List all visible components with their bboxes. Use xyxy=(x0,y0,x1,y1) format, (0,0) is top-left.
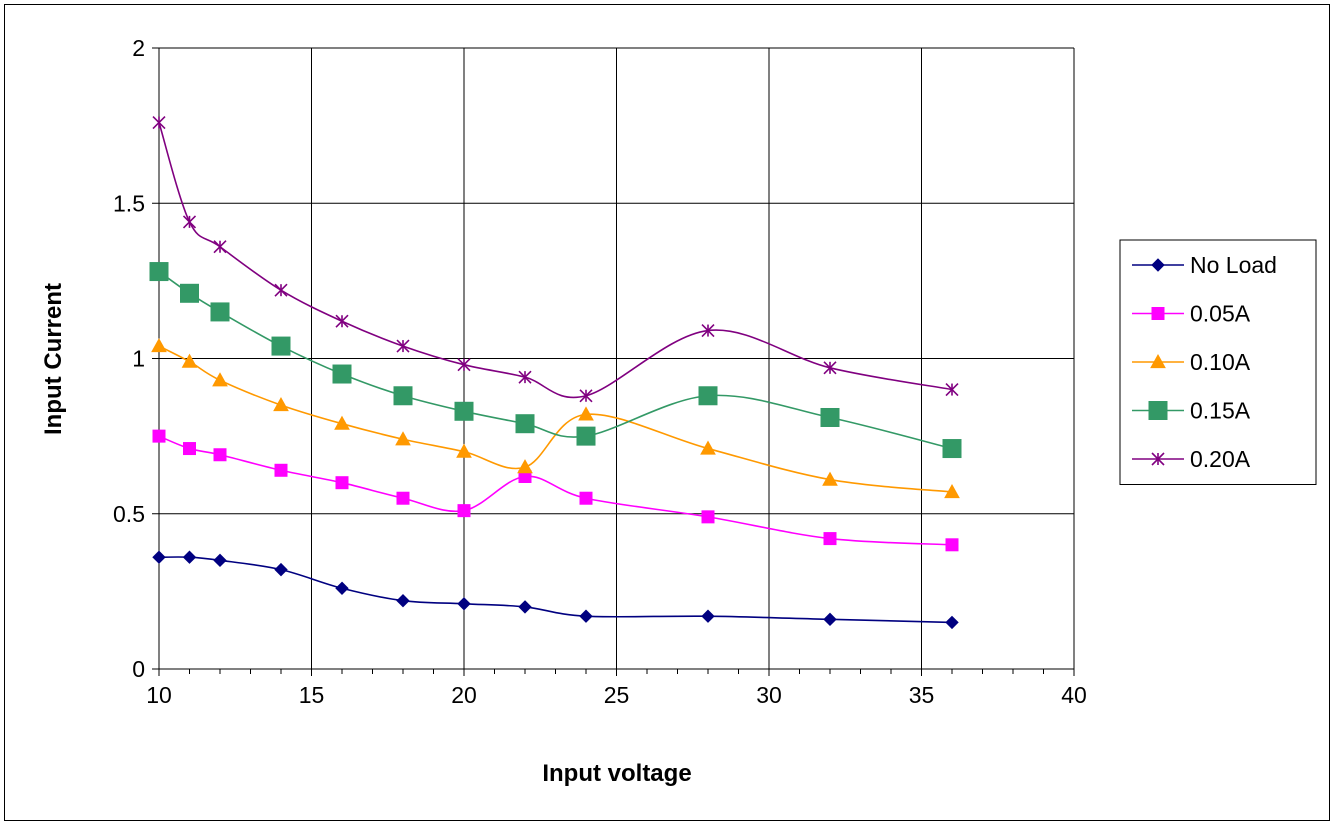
legend-label: 0.20A xyxy=(1190,446,1251,472)
data-point xyxy=(396,593,410,608)
data-point xyxy=(579,389,593,403)
x-tick-label: 10 xyxy=(146,682,172,708)
data-point xyxy=(213,553,227,568)
y-tick-label: 2 xyxy=(132,35,145,61)
x-tick-label: 40 xyxy=(1061,682,1087,708)
data-point xyxy=(457,597,471,611)
data-point xyxy=(182,215,197,229)
data-point xyxy=(213,448,227,462)
data-point xyxy=(945,615,959,630)
x-tick-label: 30 xyxy=(756,682,782,708)
legend-label: 0.15A xyxy=(1190,398,1251,424)
data-point xyxy=(823,532,837,546)
data-point xyxy=(152,550,166,564)
legend-marker xyxy=(1150,353,1166,369)
legend-marker xyxy=(1151,452,1165,466)
data-point xyxy=(274,463,288,477)
data-point xyxy=(335,581,349,595)
x-tick-label: 35 xyxy=(909,682,935,708)
data-point xyxy=(274,562,288,577)
series-lines xyxy=(158,122,953,624)
data-point xyxy=(334,415,350,430)
data-point xyxy=(945,382,959,397)
data-point xyxy=(210,302,230,322)
legend-marker xyxy=(1148,401,1168,420)
data-point xyxy=(274,283,288,297)
chart-area xyxy=(4,4,1330,821)
data-point xyxy=(454,401,474,421)
data-point xyxy=(945,538,959,552)
data-point xyxy=(822,471,838,486)
data-point xyxy=(457,358,471,372)
data-point xyxy=(944,483,960,499)
legend-label: 0.10A xyxy=(1190,349,1251,375)
data-point xyxy=(701,609,715,623)
data-point xyxy=(332,364,352,384)
y-tick-label: 1 xyxy=(132,346,145,372)
data-point xyxy=(517,459,533,474)
data-point xyxy=(701,510,715,524)
data-point xyxy=(700,440,716,455)
series-line-1 xyxy=(158,435,953,546)
data-point xyxy=(182,550,197,564)
data-point xyxy=(701,323,715,338)
data-point xyxy=(183,442,196,456)
data-point xyxy=(273,397,289,412)
data-point xyxy=(457,504,471,518)
data-point xyxy=(271,336,291,356)
data-point xyxy=(151,338,167,353)
legend-marker xyxy=(1151,307,1165,320)
legend-marker xyxy=(1151,258,1165,272)
y-axis-title: Input Current xyxy=(40,283,67,435)
series-line-4 xyxy=(158,122,953,399)
y-tick-label: 1.5 xyxy=(113,190,145,216)
legend: No Load 0.05A 0.10A 0.15A 0.20A xyxy=(1119,239,1317,485)
data-point xyxy=(456,443,472,458)
data-point xyxy=(396,491,410,505)
data-point xyxy=(212,372,228,387)
series-markers xyxy=(149,115,962,630)
axes: 10 15 20 25 30 35 40 0 0.5 1 1.5 2 xyxy=(113,35,1087,708)
data-point xyxy=(698,386,718,406)
data-point xyxy=(149,262,169,282)
data-point xyxy=(180,283,199,303)
legend-label: 0.05A xyxy=(1190,301,1251,327)
data-point xyxy=(393,386,413,406)
data-point xyxy=(181,353,198,368)
y-tick-label: 0.5 xyxy=(113,501,145,527)
x-tick-label: 20 xyxy=(451,682,477,708)
data-point xyxy=(396,339,410,353)
data-point xyxy=(579,491,593,505)
data-point xyxy=(395,431,411,446)
data-point xyxy=(515,414,535,434)
gridlines xyxy=(159,47,1075,669)
data-point xyxy=(576,426,596,446)
data-point xyxy=(823,612,837,627)
x-axis-title: Input voltage xyxy=(542,760,691,787)
data-point xyxy=(578,406,594,421)
data-point xyxy=(942,439,962,459)
data-point xyxy=(152,429,166,443)
data-point xyxy=(823,361,837,375)
y-tick-label: 0 xyxy=(132,656,145,682)
data-point xyxy=(152,115,166,130)
x-tick-label: 15 xyxy=(299,682,325,708)
data-point xyxy=(335,476,349,490)
data-point xyxy=(820,407,840,427)
data-point xyxy=(335,314,349,328)
legend-label: No Load xyxy=(1190,252,1277,278)
data-point xyxy=(518,600,532,614)
data-point xyxy=(213,240,227,254)
data-point xyxy=(518,370,532,384)
data-point xyxy=(579,609,593,623)
x-tick-label: 25 xyxy=(604,682,630,708)
